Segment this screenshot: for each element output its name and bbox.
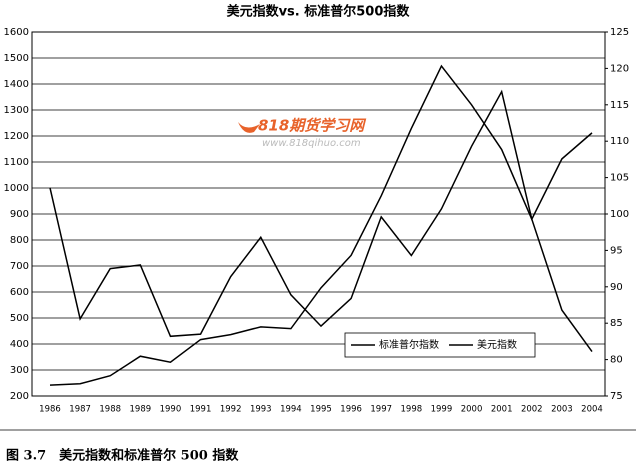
series-line xyxy=(49,64,593,386)
y-tick-label: 1500 xyxy=(4,53,29,64)
x-tick-label: 1999 xyxy=(431,405,453,415)
x-tick-label: 1986 xyxy=(39,405,61,415)
y-tick-label: 600 xyxy=(10,287,29,298)
y2-tick-label: 105 xyxy=(610,173,629,184)
y2-tick-label: 110 xyxy=(610,136,629,147)
y2-tick-label: 90 xyxy=(610,282,623,293)
y-tick-label: 500 xyxy=(10,313,29,324)
x-tick-label: 1989 xyxy=(130,405,152,415)
x-tick-label: 1995 xyxy=(310,405,332,415)
watermark-url: www.818qihuo.com xyxy=(262,138,361,149)
y-tick-label: 900 xyxy=(10,209,29,220)
y-tick-label: 1200 xyxy=(4,131,29,142)
x-tick-label: 2000 xyxy=(461,405,483,415)
x-tick-label: 2004 xyxy=(581,405,603,415)
x-tick-label: 1990 xyxy=(160,405,182,415)
legend-box xyxy=(344,332,536,358)
legend-label: 美元指数 xyxy=(477,338,517,351)
legend-label: 标准普尔指数 xyxy=(379,338,439,351)
x-tick-label: 1992 xyxy=(220,405,242,415)
y-tick-label: 300 xyxy=(10,365,29,376)
x-tick-label: 2003 xyxy=(551,405,573,415)
y-tick-label: 1300 xyxy=(4,105,29,116)
y-tick-label: 1000 xyxy=(4,183,29,194)
y-tick-label: 200 xyxy=(10,391,29,402)
y2-tick-label: 85 xyxy=(610,318,623,329)
y2-tick-label: 80 xyxy=(610,355,623,366)
x-tick-label: 1996 xyxy=(340,405,362,415)
y-tick-label: 1600 xyxy=(4,27,29,38)
watermark-text: 818期货学习网 xyxy=(258,117,367,135)
x-tick-label: 2001 xyxy=(491,405,513,415)
caption: 图 3.7 美元指数和标准普尔 500 指数 xyxy=(6,448,239,464)
y-tick-label: 1400 xyxy=(4,79,29,90)
y2-tick-label: 125 xyxy=(610,27,629,38)
y-tick-label: 1100 xyxy=(4,157,29,168)
x-tick-label: 1997 xyxy=(370,405,392,415)
y2-tick-label: 115 xyxy=(610,100,629,111)
x-tick-label: 1993 xyxy=(250,405,272,415)
x-tick-label: 1994 xyxy=(280,405,302,415)
y2-tick-label: 95 xyxy=(610,245,623,256)
x-tick-label: 1998 xyxy=(401,405,423,415)
y2-tick-label: 100 xyxy=(610,209,629,220)
y-tick-label: 700 xyxy=(10,261,29,272)
series-line xyxy=(49,89,593,353)
y-tick-label: 800 xyxy=(10,235,29,246)
x-tick-label: 1988 xyxy=(99,405,121,415)
chart-title: 美元指数vs. 标准普尔500指数 xyxy=(227,4,411,20)
y2-tick-label: 75 xyxy=(610,391,623,402)
x-tick-label: 1987 xyxy=(69,405,91,415)
y2-tick-label: 120 xyxy=(610,63,629,74)
x-tick-label: 1991 xyxy=(190,405,212,415)
watermark-logo xyxy=(238,122,260,133)
y-tick-label: 400 xyxy=(10,339,29,350)
x-tick-label: 2002 xyxy=(521,405,543,415)
